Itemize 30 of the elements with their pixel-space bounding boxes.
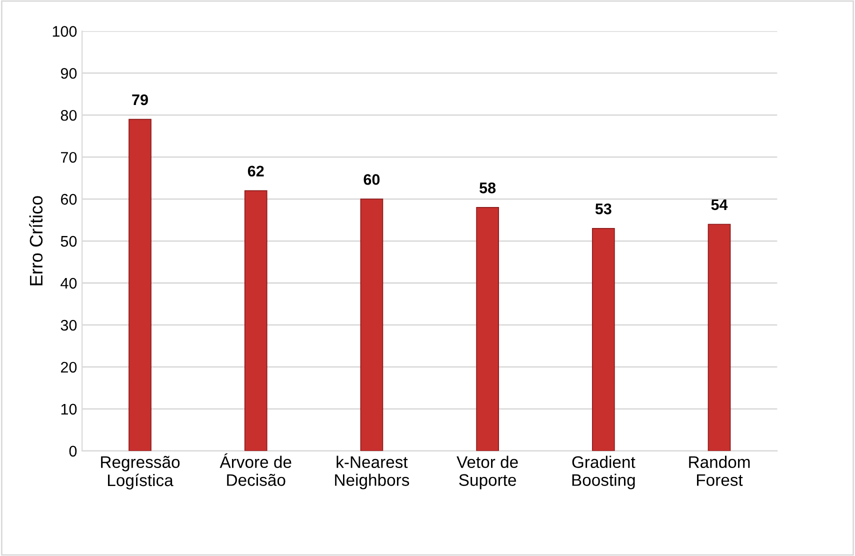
y-tick-label: 100 (52, 26, 77, 37)
y-axis-title: Erro Crítico (29, 196, 43, 286)
bar (708, 224, 731, 451)
bar (360, 198, 384, 451)
y-tick-label: 70 (61, 152, 77, 163)
y-tick-label: 20 (60, 362, 77, 373)
bar (592, 228, 615, 451)
y-tick-label: 80 (60, 110, 77, 121)
x-tick-label: Regressão Logística (101, 456, 180, 490)
bar (128, 118, 152, 451)
x-tick-label: Random Forest (689, 456, 750, 486)
bar (244, 190, 268, 451)
x-tick-label: Vetor de Suporte (456, 456, 518, 490)
y-tick-label: 90 (60, 68, 77, 79)
y-tick-label: 40 (60, 278, 77, 289)
data-label: 62 (248, 166, 264, 177)
y-tick-label: 10 (61, 404, 77, 415)
y-tick-label: 60 (61, 194, 77, 205)
y-tick-label: 0 (69, 446, 77, 457)
x-tick-label: k-Nearest Neighbors (335, 456, 410, 490)
x-tick-label: Gradient Boosting (572, 456, 636, 490)
bar (476, 207, 499, 451)
data-label: 60 (364, 174, 380, 185)
x-tick-label: Árvore de Decisão (220, 453, 292, 486)
data-label: 58 (480, 182, 496, 194)
data-label: 54 (711, 199, 728, 210)
y-tick-label: 50 (60, 236, 77, 247)
data-label: 79 (132, 94, 148, 106)
y-tick-label: 30 (60, 320, 77, 331)
data-label: 53 (595, 203, 612, 214)
